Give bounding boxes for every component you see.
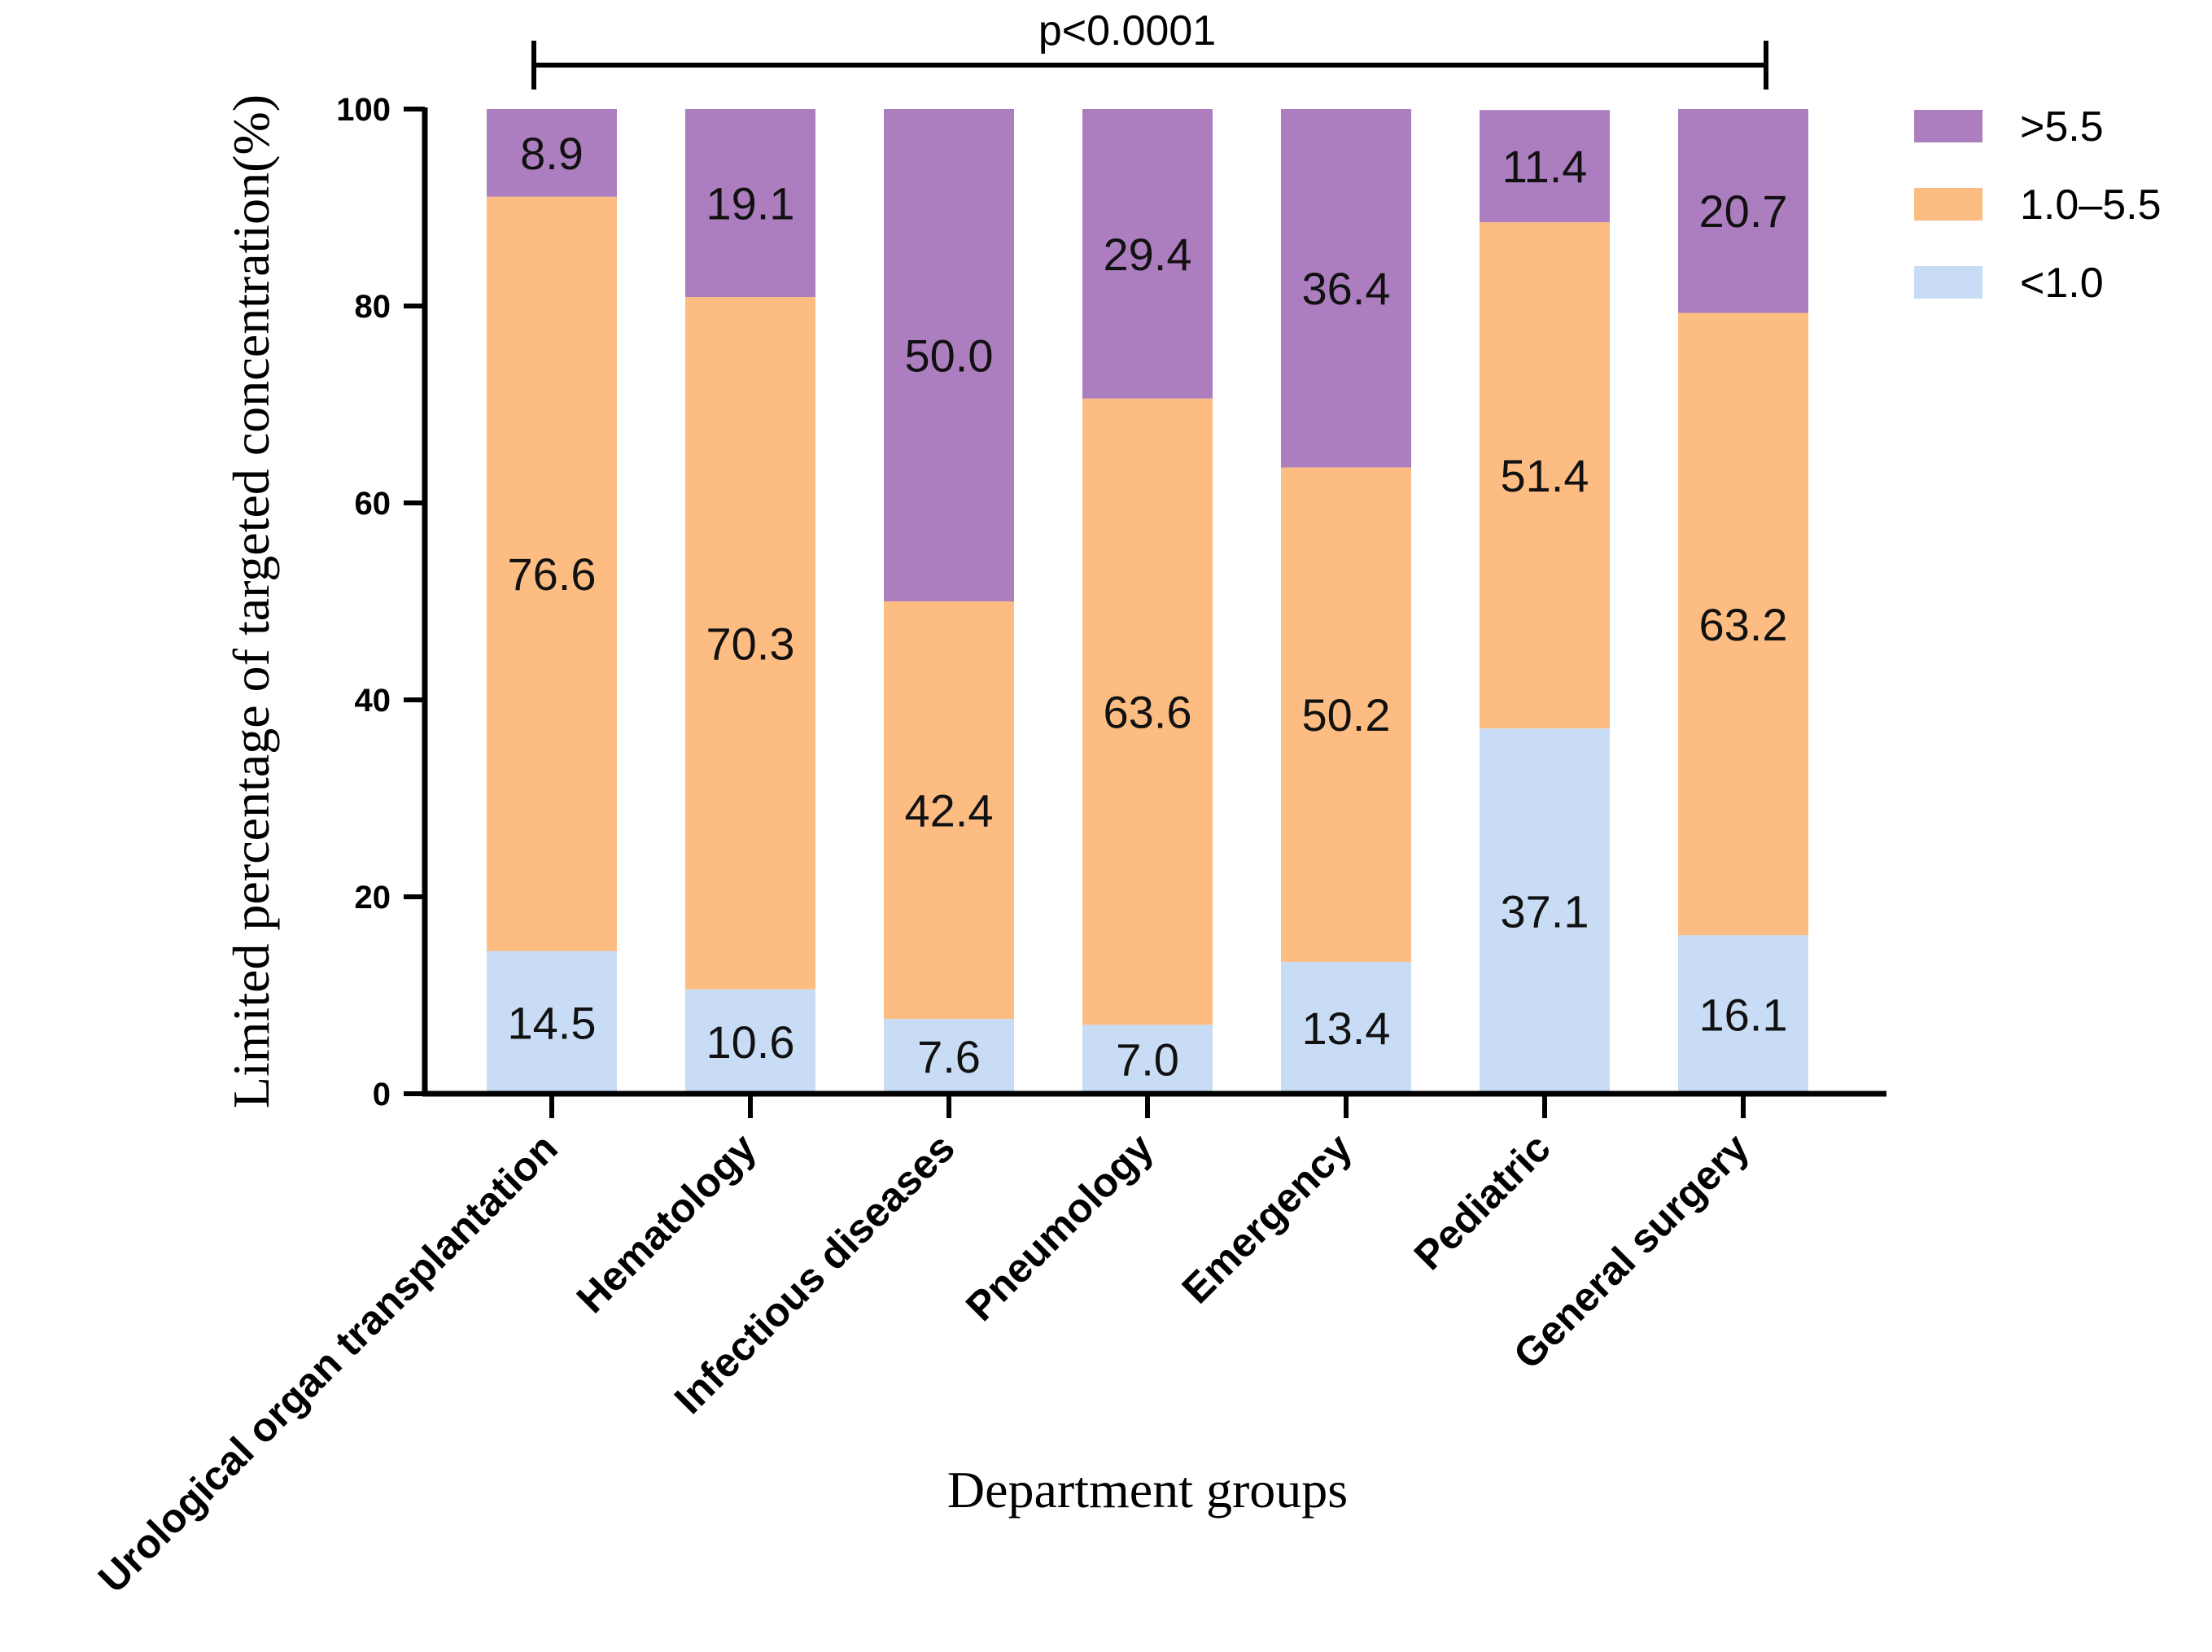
data-label: 7.6 — [917, 1031, 981, 1082]
bar-segment — [1281, 961, 1411, 1094]
data-label: 19.1 — [706, 178, 795, 229]
y-tick-label: 80 — [355, 289, 391, 325]
x-category-label: Pediatric — [1405, 1125, 1559, 1278]
y-tick-label: 0 — [373, 1077, 391, 1112]
legend-label: <1.0 — [2020, 260, 2104, 307]
bar-segment — [1678, 109, 1808, 313]
bar-segment — [487, 109, 617, 197]
x-category-label: Emergency — [1174, 1125, 1361, 1312]
bar-segment — [1281, 467, 1411, 962]
data-label: 7.0 — [1116, 1034, 1179, 1086]
x-axis-title: Department groups — [947, 1461, 1348, 1519]
bar-segment — [1082, 398, 1213, 1025]
data-label: 51.4 — [1501, 450, 1589, 501]
bar-segment — [1480, 110, 1610, 223]
p-value-annotation: p<0.0001 — [1038, 7, 1216, 55]
data-label: 14.5 — [508, 997, 597, 1048]
x-category-label: Hematology — [568, 1125, 765, 1322]
y-axis-title: Limited percentage of targeted concentra… — [222, 94, 280, 1108]
bar-segment — [487, 951, 617, 1094]
bar-segment — [1480, 222, 1610, 729]
bar-segment — [1480, 728, 1610, 1094]
bar-segment — [884, 109, 1014, 601]
data-label: 29.4 — [1104, 229, 1192, 280]
data-label: 37.1 — [1501, 886, 1589, 937]
data-label: 11.4 — [1502, 141, 1588, 192]
legend-swatch — [1914, 266, 1982, 299]
data-label: 63.2 — [1699, 599, 1788, 650]
y-tick-label: 100 — [336, 92, 391, 128]
data-label: 42.4 — [905, 785, 994, 837]
bar-segment — [1678, 312, 1808, 936]
bar-segment — [884, 1019, 1014, 1094]
data-label: 76.6 — [508, 548, 597, 600]
data-label: 70.3 — [706, 618, 795, 669]
data-label: 8.9 — [520, 128, 584, 179]
bar-segment — [685, 989, 815, 1094]
bar-segment — [1281, 109, 1411, 468]
data-label: 50.0 — [905, 330, 994, 382]
data-label: 13.4 — [1302, 1003, 1391, 1054]
legend-swatch — [1914, 110, 1982, 142]
bar-segment — [685, 297, 815, 990]
data-label: 63.6 — [1104, 687, 1192, 738]
bar-segment — [884, 601, 1014, 1020]
bar-segment — [685, 109, 815, 298]
bar-segment — [487, 196, 617, 951]
y-tick-label: 40 — [355, 683, 391, 719]
x-category-label: Pneumology — [957, 1125, 1162, 1330]
data-label: 36.4 — [1302, 263, 1391, 314]
data-label: 20.7 — [1699, 186, 1788, 237]
data-label: 16.1 — [1699, 990, 1788, 1041]
data-label: 10.6 — [706, 1016, 795, 1068]
bar-segment — [1082, 109, 1213, 399]
y-tick-label: 60 — [355, 486, 391, 522]
legend-label: 1.0–5.5 — [2020, 181, 2162, 229]
legend-label: >5.5 — [2020, 103, 2104, 151]
x-category-label: Urological organ transplantation — [90, 1125, 566, 1602]
legend-swatch — [1914, 188, 1982, 221]
y-tick-label: 20 — [355, 880, 391, 916]
bar-segment — [1678, 935, 1808, 1094]
bar-segment — [1082, 1025, 1213, 1094]
data-label: 50.2 — [1302, 689, 1391, 741]
